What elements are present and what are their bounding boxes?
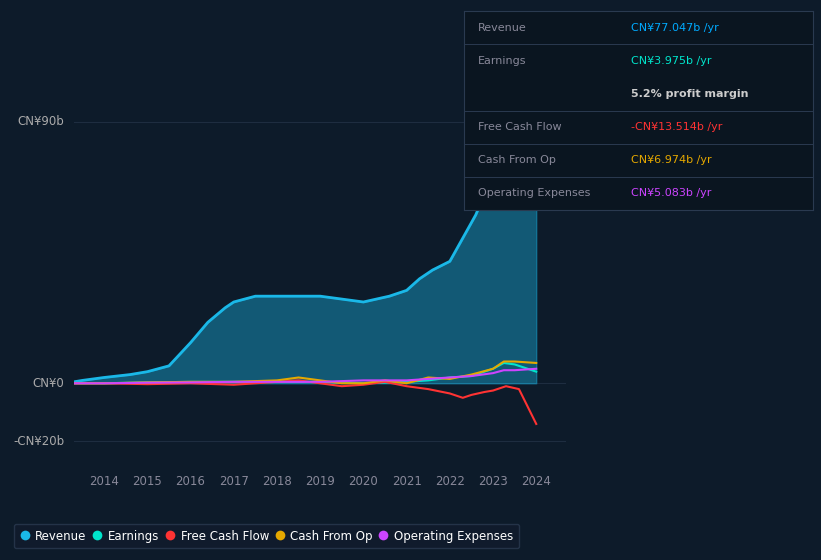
Text: Cash From Op: Cash From Op <box>478 155 556 165</box>
Legend: Revenue, Earnings, Free Cash Flow, Cash From Op, Operating Expenses: Revenue, Earnings, Free Cash Flow, Cash … <box>14 524 519 548</box>
Text: Revenue: Revenue <box>478 23 526 33</box>
Text: CN¥0: CN¥0 <box>32 377 64 390</box>
Text: Operating Expenses: Operating Expenses <box>478 188 590 198</box>
Text: -CN¥13.514b /yr: -CN¥13.514b /yr <box>631 122 722 132</box>
Text: -CN¥20b: -CN¥20b <box>13 435 64 448</box>
Text: CN¥5.083b /yr: CN¥5.083b /yr <box>631 188 712 198</box>
Text: 5.2% profit margin: 5.2% profit margin <box>631 89 749 99</box>
Text: Free Cash Flow: Free Cash Flow <box>478 122 562 132</box>
Text: CN¥6.974b /yr: CN¥6.974b /yr <box>631 155 712 165</box>
Text: CN¥77.047b /yr: CN¥77.047b /yr <box>631 23 719 33</box>
Text: CN¥90b: CN¥90b <box>17 115 64 128</box>
Text: Earnings: Earnings <box>478 56 526 66</box>
Text: CN¥3.975b /yr: CN¥3.975b /yr <box>631 56 712 66</box>
